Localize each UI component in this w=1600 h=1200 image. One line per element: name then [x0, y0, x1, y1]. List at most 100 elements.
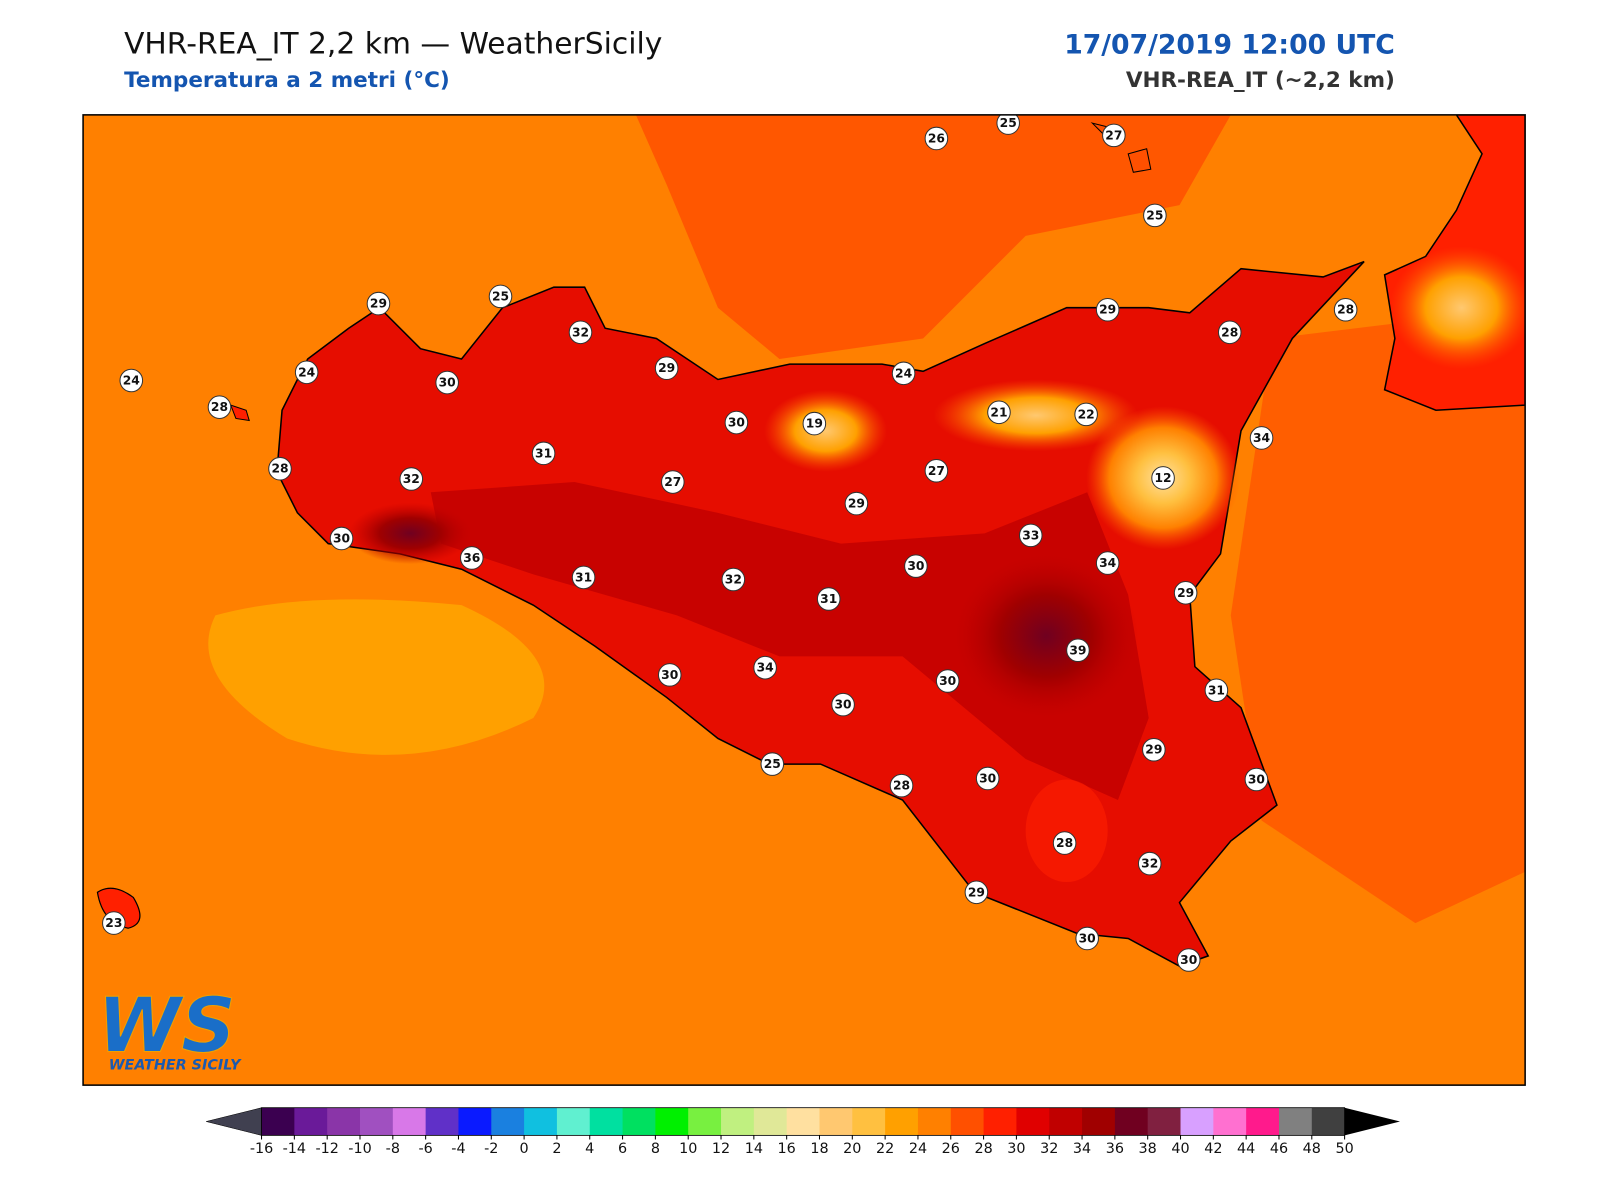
colorbar-tick-label: 12: [712, 1141, 730, 1157]
station: 28: [268, 456, 292, 481]
station-marker: [1151, 466, 1175, 490]
colorbar-bin: [1278, 1107, 1313, 1136]
colorbar-bin: [1147, 1107, 1182, 1136]
station-value: 28: [1056, 836, 1073, 850]
colorbar-bin: [753, 1107, 788, 1136]
date: 17/07/2019 12:00 UTC: [1064, 29, 1395, 60]
station: 24: [119, 368, 144, 393]
station-marker: [1102, 123, 1126, 148]
station-marker: [760, 752, 785, 776]
station-marker: [996, 114, 1020, 135]
station-value: 25: [492, 289, 509, 303]
station-value: 33: [1022, 528, 1039, 542]
station-value: 34: [1099, 556, 1116, 570]
station: 23: [102, 911, 126, 935]
station: 30: [657, 663, 682, 687]
station: 39: [1066, 638, 1090, 663]
station-marker: [753, 655, 777, 680]
station-value: 27: [664, 475, 681, 489]
station-value: 31: [820, 592, 837, 606]
colorbar-tick-label: 44: [1237, 1141, 1255, 1157]
station: 27: [661, 470, 685, 494]
colorbar-tick-label: 34: [1073, 1141, 1091, 1157]
colorbar: -16 -14 -12 -10 -8 -6 -4 -2 0 2 4 6 8 10 12 14 16 18 20 22 2…: [206, 1107, 1400, 1157]
station: 29: [844, 491, 869, 516]
colorbar-bin: [950, 1107, 985, 1136]
colorbar-bin: [1180, 1107, 1214, 1136]
station-marker: [1244, 767, 1269, 792]
colorbar-under: [206, 1107, 262, 1136]
colorbar-tick-label: 36: [1106, 1141, 1124, 1157]
station-value: 31: [575, 570, 592, 584]
station: 24: [891, 361, 916, 386]
colorbar-tick-label: 24: [909, 1141, 927, 1157]
colorbar-tick-label: -4: [451, 1141, 465, 1157]
station-marker: [1333, 297, 1358, 322]
model: VHR-REA_IT (~2,2 km): [1126, 68, 1395, 93]
station-marker: [891, 361, 916, 386]
station-marker: [661, 470, 685, 494]
station: 26: [924, 126, 949, 151]
station-marker: [1143, 203, 1167, 228]
colorbar-bin: [1049, 1107, 1083, 1136]
station: 30: [935, 669, 960, 693]
colorbar-bin: [917, 1107, 952, 1136]
station: 24: [294, 360, 319, 385]
station-value: 29: [658, 361, 675, 375]
colorbar-tick-label: 22: [876, 1141, 894, 1157]
colorbar-tick-label: -10: [348, 1141, 371, 1157]
station: 28: [1333, 297, 1358, 322]
station-marker: [964, 880, 989, 905]
colorbar-tick-label: 6: [618, 1141, 627, 1157]
logo-name: WEATHER SICILY: [109, 1058, 242, 1074]
station-marker: [460, 546, 484, 570]
station-value: 30: [439, 376, 456, 390]
station: 30: [904, 554, 928, 578]
station-marker: [119, 368, 144, 393]
station-value: 30: [835, 698, 852, 712]
subtitle: Temperatura a 2 metri (°C): [124, 68, 450, 93]
colorbar-tick-label: 42: [1204, 1141, 1222, 1157]
colorbar-bin: [655, 1107, 689, 1136]
station-marker: [268, 456, 292, 481]
colorbar-bin: [1016, 1107, 1050, 1136]
station: 34: [1095, 551, 1120, 575]
station-marker: [399, 467, 424, 491]
station-marker: [935, 669, 960, 693]
station-value: 27: [928, 464, 945, 478]
colorbar-bin: [1311, 1107, 1346, 1136]
station-value: 23: [105, 916, 122, 930]
colorbar-bin: [327, 1107, 361, 1136]
station-value: 32: [1141, 857, 1158, 871]
station-value: 29: [1099, 303, 1116, 317]
colorbar-tick-label: -2: [484, 1141, 498, 1157]
station: 33: [1018, 523, 1043, 548]
station-value: 26: [928, 131, 945, 145]
stations: 26 25 27 25 29 25 32 29 24 24 30 28 30 19 24 21 22 29 28 28…: [102, 114, 1358, 972]
station: 25: [996, 114, 1020, 135]
colorbar-tick-label: 20: [843, 1141, 861, 1157]
colorbar-tick-label: -14: [283, 1141, 306, 1157]
station: 28: [1217, 320, 1242, 345]
station-value: 28: [893, 779, 910, 793]
station-value: 25: [764, 757, 781, 771]
station-marker: [1176, 948, 1201, 972]
station-value: 30: [661, 668, 678, 682]
colorbar-tick-label: 26: [942, 1141, 960, 1157]
map: WS WEATHER SICILY 26 25 27 25 29 25 32 29 24 24 30…: [83, 114, 1526, 1086]
station-marker: [102, 911, 126, 935]
station-value: 28: [211, 400, 228, 414]
station-value: 29: [370, 297, 387, 311]
colorbar-bin: [589, 1107, 624, 1136]
colorbar-frame: [261, 1107, 1346, 1136]
map-frame: [82, 114, 1526, 1086]
colorbar-bin: [1246, 1107, 1280, 1136]
station-value: 29: [1145, 743, 1162, 757]
station: 28: [207, 395, 232, 419]
station-value: 32: [403, 472, 420, 486]
station: 30: [724, 410, 749, 435]
colorbar-tick-label: 4: [585, 1141, 594, 1157]
station-value: 31: [535, 446, 552, 460]
station-value: 22: [1078, 407, 1095, 421]
